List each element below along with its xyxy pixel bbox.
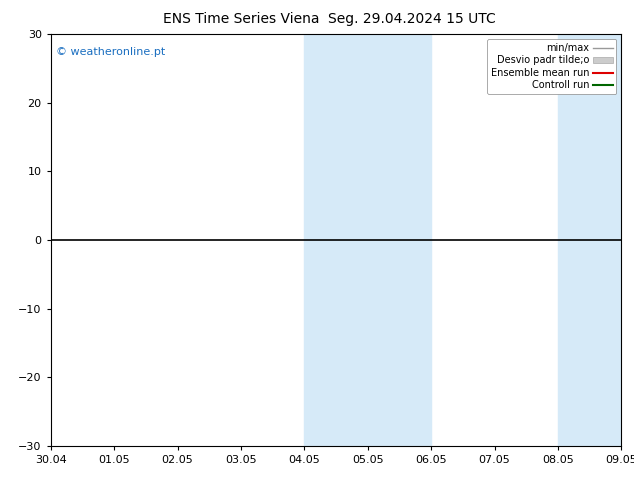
Bar	[558, 34, 621, 446]
Legend: min/max, Desvio padr tilde;o, Ensemble mean run, Controll run: min/max, Desvio padr tilde;o, Ensemble m…	[487, 39, 616, 94]
Bar	[304, 34, 368, 446]
Text: ENS Time Series Viena: ENS Time Series Viena	[163, 12, 319, 26]
Text: © weatheronline.pt: © weatheronline.pt	[56, 47, 165, 57]
Bar	[368, 34, 431, 446]
Text: Seg. 29.04.2024 15 UTC: Seg. 29.04.2024 15 UTC	[328, 12, 496, 26]
